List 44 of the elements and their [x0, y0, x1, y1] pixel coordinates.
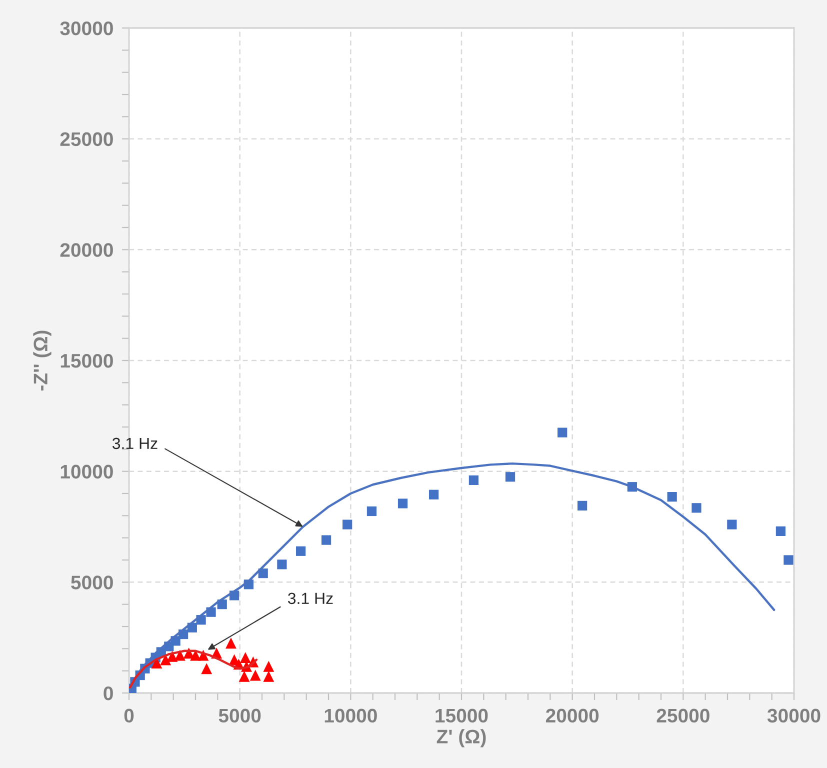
point: [263, 660, 274, 672]
x-axis-title: Z' (Ω): [436, 729, 486, 748]
point: [277, 560, 287, 570]
y-tick-label: 5000: [71, 576, 113, 590]
point: [321, 535, 332, 545]
point: [342, 520, 352, 530]
annotation: 3.1 Hz: [112, 438, 158, 450]
point: [263, 670, 274, 682]
point: [776, 526, 786, 536]
line-series: [129, 462, 776, 693]
point: [250, 670, 261, 681]
point: [366, 506, 377, 516]
y-tick-label: 20000: [60, 243, 113, 257]
y-tick-label: 25000: [60, 132, 113, 146]
y-tick-label: 30000: [60, 21, 113, 36]
point: [151, 658, 162, 669]
point: [296, 546, 306, 556]
point: [428, 490, 439, 500]
point: [505, 472, 516, 482]
point: [468, 475, 479, 486]
x-tick-label: 20000: [546, 708, 599, 723]
y-axis-title: -Z'' (Ω): [33, 330, 52, 391]
point: [727, 520, 737, 530]
x-tick-label: 30000: [767, 708, 820, 723]
x-tick-label: 0: [124, 708, 134, 723]
y-tick-label: 10000: [60, 464, 113, 479]
point: [558, 428, 568, 438]
y-tick-label: 15000: [60, 354, 113, 368]
point: [667, 492, 677, 502]
x-tick-label: 15000: [436, 708, 488, 723]
point: [784, 555, 794, 565]
point: [238, 670, 250, 682]
point: [226, 638, 236, 649]
point: [692, 503, 702, 513]
point: [201, 663, 212, 674]
y-tick-label: 0: [104, 686, 113, 700]
point: [577, 500, 588, 511]
point: [240, 652, 251, 663]
point: [174, 650, 186, 661]
annotation: 3.1 Hz: [288, 592, 333, 604]
point: [398, 498, 408, 508]
x-tick-label: 25000: [656, 708, 710, 723]
x-tick-label: 5000: [218, 708, 261, 723]
x-tick-label: 10000: [324, 708, 377, 723]
